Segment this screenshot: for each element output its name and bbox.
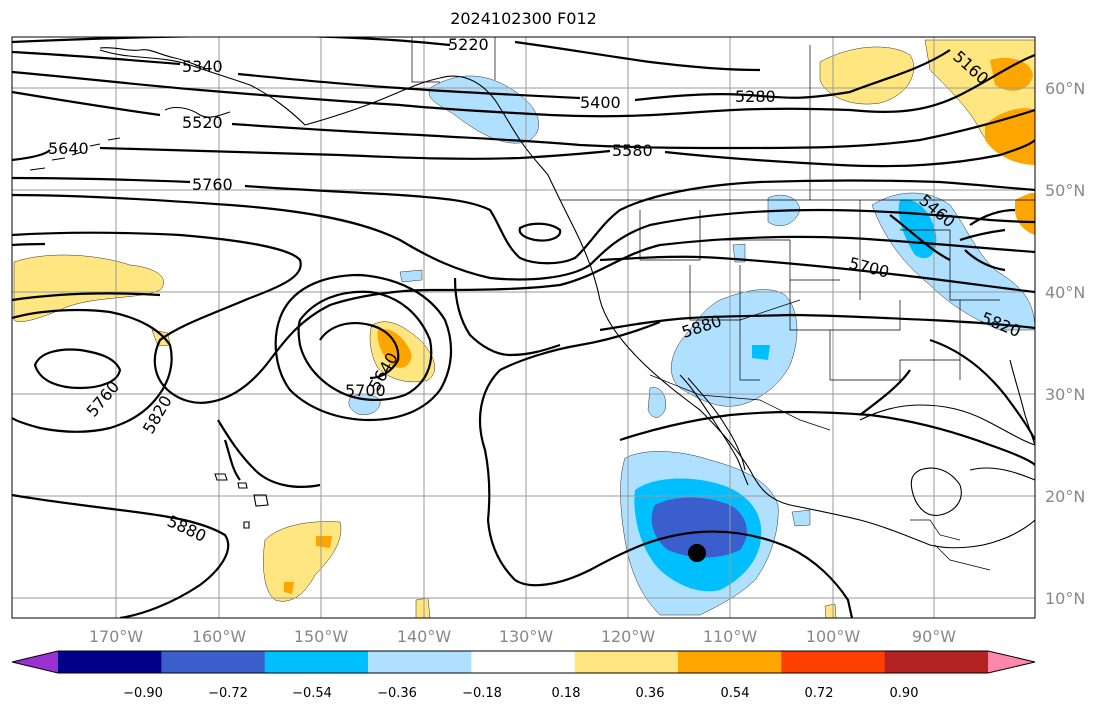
map-frame [11, 36, 1036, 619]
colorbar-tick-label: 0.72 [805, 686, 834, 701]
contour-labels: 5220 5340 5520 5640 5760 5400 5280 5580 … [48, 35, 1023, 546]
lat-label: 50°N [1045, 181, 1085, 200]
contour-label: 5700 [345, 381, 386, 400]
contour-label: 5700 [847, 253, 891, 281]
colorbar-swatch [368, 651, 472, 673]
colorbar-outline [11, 650, 1036, 674]
longitude-labels: 170°W 160°W 150°W 140°W 130°W 120°W 110°… [89, 627, 956, 646]
map-area: 5220 5340 5520 5640 5760 5400 5280 5580 … [12, 35, 1035, 618]
colorbar-tick-label: −0.90 [123, 686, 163, 701]
colorbar-swatch [58, 651, 162, 673]
lat-label: 60°N [1045, 79, 1085, 98]
lon-label: 140°W [397, 627, 452, 646]
political-borders [411, 37, 1035, 571]
contour-label: 5820 [139, 392, 176, 437]
map-title: 2024102300 F012 [450, 9, 597, 28]
lon-label: 130°W [499, 627, 554, 646]
latitude-labels: 60°N 50°N 40°N 30°N 20°N 10°N [1045, 79, 1085, 608]
contour-label: 5400 [580, 93, 621, 112]
contour-label: 5760 [83, 377, 124, 420]
lat-label: 10°N [1045, 589, 1085, 608]
colorbar-extend-high [988, 651, 1035, 673]
colorbar-tick-label: −0.72 [208, 686, 248, 701]
colorbar-tick-labels: −0.90 −0.72 −0.54 −0.36 −0.18 0.18 0.36 … [123, 686, 918, 701]
colorbar-swatch [781, 651, 886, 673]
lon-label: 170°W [89, 627, 144, 646]
coastlines [29, 47, 1035, 549]
colorbar-tick-label: −0.18 [462, 686, 502, 701]
colorbar-swatch [471, 651, 576, 673]
height-contours [12, 37, 1035, 618]
lat-label: 30°N [1045, 385, 1085, 404]
contour-label: 5880 [164, 511, 209, 545]
contour-label: 5280 [735, 87, 776, 106]
colorbar-tick-label: 0.18 [552, 686, 581, 701]
contour-label: 5520 [182, 113, 223, 132]
colorbar-extend-low [12, 651, 58, 673]
lat-label: 20°N [1045, 487, 1085, 506]
colorbar-swatch [678, 651, 782, 673]
contour-label: 5580 [612, 141, 653, 160]
colorbar-tick-label: 0.90 [890, 686, 919, 701]
colorbar-swatch [574, 651, 679, 673]
lon-label: 160°W [192, 627, 247, 646]
anomaly-shading [13, 39, 1035, 618]
lon-label: 120°W [601, 627, 656, 646]
lon-label: 90°W [912, 627, 956, 646]
colorbar-swatch [264, 651, 369, 673]
contour-label: 5220 [448, 35, 489, 54]
lon-label: 110°W [703, 627, 758, 646]
lon-label: 150°W [294, 627, 349, 646]
colorbar-tick-label: −0.36 [377, 686, 417, 701]
storm-center-marker [688, 544, 706, 562]
lon-label: 100°W [806, 627, 861, 646]
colorbar-tick-label: 0.36 [636, 686, 665, 701]
contour-label: 5340 [182, 57, 223, 76]
contour-label: 5760 [192, 175, 233, 194]
lat-label: 40°N [1045, 283, 1085, 302]
colorbar [11, 650, 1036, 674]
contour-label: 5640 [48, 139, 89, 158]
colorbar-swatch [884, 651, 989, 673]
colorbar-tick-label: −0.54 [292, 686, 332, 701]
colorbar-tick-label: 0.54 [721, 686, 750, 701]
colorbar-swatch [161, 651, 266, 673]
